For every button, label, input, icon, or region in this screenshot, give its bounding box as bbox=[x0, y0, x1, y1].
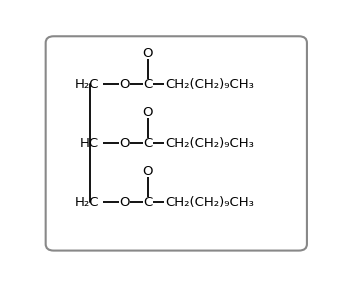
Text: O: O bbox=[142, 106, 153, 119]
Text: CH₂(CH₂)₉CH₃: CH₂(CH₂)₉CH₃ bbox=[165, 137, 254, 150]
FancyBboxPatch shape bbox=[46, 36, 307, 250]
Text: H₂C: H₂C bbox=[75, 78, 99, 91]
Text: C: C bbox=[143, 137, 152, 150]
Text: H₂C: H₂C bbox=[75, 196, 99, 209]
Text: CH₂(CH₂)₉CH₃: CH₂(CH₂)₉CH₃ bbox=[165, 78, 254, 91]
Text: O: O bbox=[142, 47, 153, 60]
Text: C: C bbox=[143, 78, 152, 91]
Text: HC: HC bbox=[80, 137, 99, 150]
Text: O: O bbox=[142, 165, 153, 178]
Text: O: O bbox=[119, 196, 130, 209]
Text: O: O bbox=[119, 78, 130, 91]
Text: O: O bbox=[119, 137, 130, 150]
Text: CH₂(CH₂)₉CH₃: CH₂(CH₂)₉CH₃ bbox=[165, 196, 254, 209]
Text: C: C bbox=[143, 196, 152, 209]
